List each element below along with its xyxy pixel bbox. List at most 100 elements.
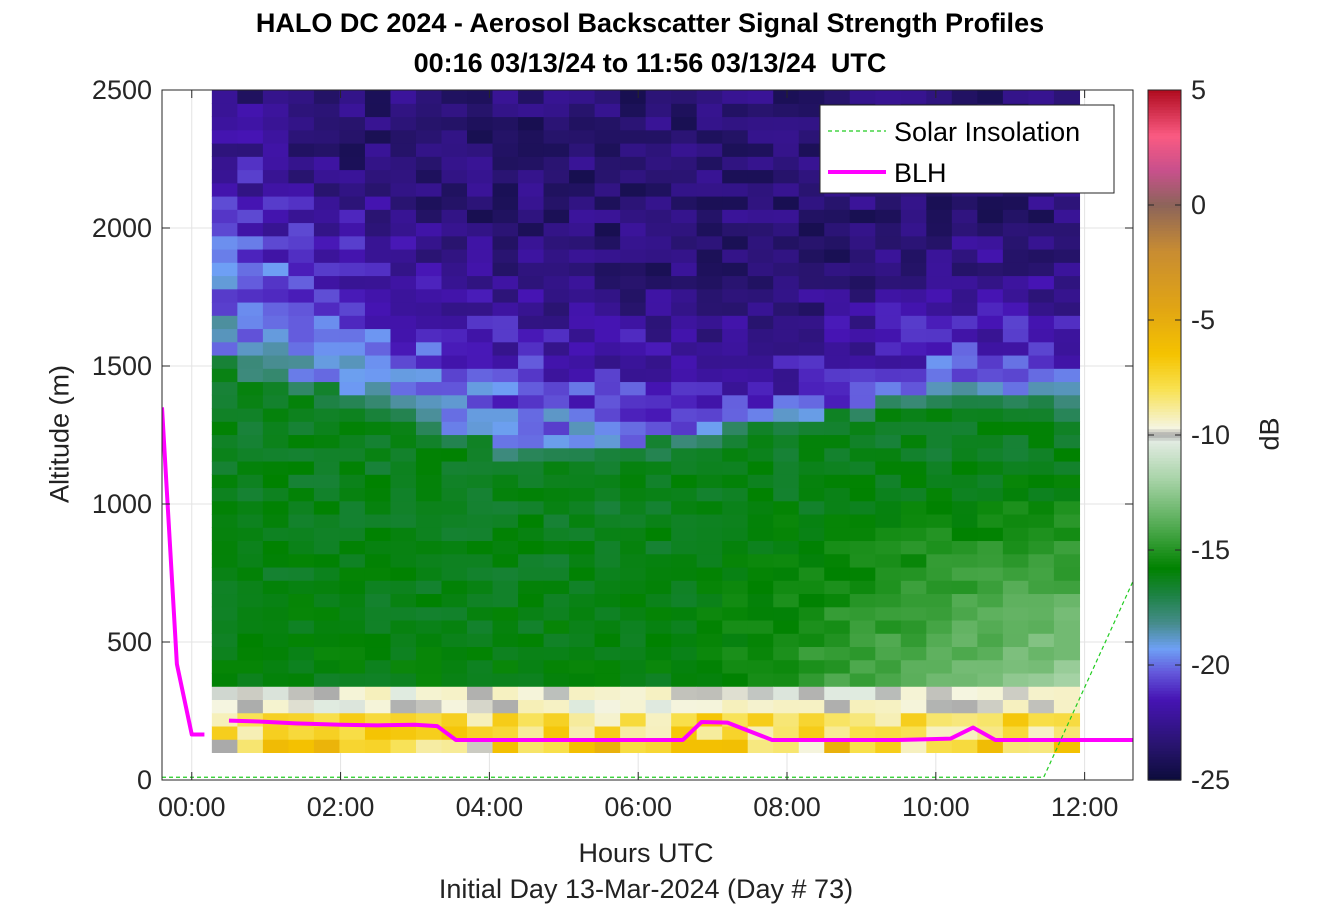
heatmap-cell <box>1028 288 1055 303</box>
heatmap-cell <box>875 474 902 489</box>
heatmap-cell <box>441 315 468 330</box>
heatmap-cell <box>696 672 723 687</box>
heatmap-cell <box>620 606 647 621</box>
heatmap-cell <box>288 235 315 250</box>
heatmap-cell <box>262 699 290 714</box>
heatmap-cell <box>262 235 290 250</box>
heatmap-cell <box>824 315 851 330</box>
colorbar-cell <box>1148 547 1181 551</box>
heatmap-cell <box>773 341 800 356</box>
heatmap-cell <box>849 354 876 369</box>
heatmap-cell <box>798 328 825 343</box>
colorbar-cell <box>1148 348 1181 353</box>
colorbar-tick-label: -15 <box>1191 535 1230 565</box>
colorbar-cell <box>1148 184 1181 189</box>
heatmap-cell <box>645 739 672 753</box>
heatmap-cell <box>671 235 698 250</box>
heatmap-cell <box>696 381 723 396</box>
heatmap-cell <box>798 474 825 489</box>
heatmap-cell <box>313 90 341 104</box>
heatmap-cell <box>773 619 800 634</box>
heatmap-cell <box>747 328 774 343</box>
colorbar-cell <box>1148 285 1181 290</box>
heatmap-cell <box>364 156 392 171</box>
heatmap-cell <box>390 421 417 436</box>
colorbar-cell <box>1148 121 1181 126</box>
heatmap-cell <box>926 619 953 634</box>
heatmap-cell <box>671 368 698 383</box>
x-tick-label: 12:00 <box>1051 792 1119 822</box>
x-axis-label: Hours UTC <box>578 838 714 868</box>
heatmap-cell <box>518 354 545 369</box>
colorbar-cell <box>1148 765 1181 770</box>
heatmap-cell <box>415 301 443 316</box>
heatmap-cell <box>977 646 1004 661</box>
colorbar-cell <box>1148 633 1181 637</box>
colorbar-cell <box>1148 624 1181 629</box>
heatmap-cell <box>849 646 876 661</box>
heatmap-cell <box>798 593 825 608</box>
heatmap-cell <box>798 633 825 648</box>
heatmap-cell <box>467 182 494 197</box>
heatmap-cell <box>1002 686 1029 701</box>
colorbar-cell <box>1148 690 1181 695</box>
colorbar-tick-label: 0 <box>1191 190 1206 220</box>
colorbar-cell <box>1148 478 1181 482</box>
colorbar-cell <box>1148 144 1181 149</box>
heatmap-cell <box>671 672 698 687</box>
heatmap-cell <box>696 222 723 237</box>
colorbar-cell <box>1148 196 1181 200</box>
heatmap-cell <box>543 368 570 383</box>
colorbar-cell <box>1148 328 1181 333</box>
heatmap-cell <box>211 275 238 290</box>
heatmap-cell <box>594 725 621 740</box>
heatmap-cell <box>237 633 264 648</box>
colorbar-cell <box>1148 305 1181 310</box>
heatmap-cell <box>798 341 825 356</box>
heatmap-cell <box>900 500 927 515</box>
heatmap-cell <box>773 699 800 714</box>
heatmap-cell <box>798 222 825 237</box>
heatmap-cell <box>900 540 927 555</box>
heatmap-cell <box>951 407 978 422</box>
heatmap-cell <box>1002 222 1029 237</box>
heatmap-cell <box>671 341 698 356</box>
heatmap-cell <box>211 195 238 210</box>
heatmap-cell <box>926 248 953 263</box>
heatmap-cell <box>390 686 417 701</box>
heatmap-cell <box>722 553 749 568</box>
heatmap-cell <box>441 619 468 634</box>
heatmap-cell <box>262 169 290 184</box>
heatmap-cell <box>798 301 825 316</box>
colorbar-cell <box>1148 558 1181 563</box>
heatmap-cell <box>900 527 927 542</box>
colorbar-cell <box>1148 141 1181 146</box>
heatmap-cell <box>977 500 1004 515</box>
heatmap-cell <box>875 447 902 462</box>
heatmap-cell <box>518 633 545 648</box>
colorbar-cell <box>1148 245 1181 249</box>
heatmap-cell <box>288 262 315 277</box>
colorbar-cell <box>1148 552 1181 557</box>
heatmap-cell <box>645 169 672 184</box>
heatmap-cell <box>594 421 621 436</box>
heatmap-cell <box>900 434 927 449</box>
heatmap-cell <box>1002 195 1029 210</box>
colorbar-cell <box>1148 435 1181 439</box>
heatmap-cell <box>900 619 927 634</box>
heatmap-cell <box>594 646 621 661</box>
colorbar-cell <box>1148 774 1181 778</box>
heatmap-cell <box>364 328 392 343</box>
heatmap-cell <box>237 434 264 449</box>
heatmap-cell <box>849 288 876 303</box>
heatmap-cell <box>798 739 825 753</box>
heatmap-cell <box>977 633 1004 648</box>
heatmap-cell <box>492 129 519 144</box>
heatmap-cell <box>594 275 621 290</box>
heatmap-cell <box>951 328 978 343</box>
heatmap-cell <box>1028 248 1055 263</box>
colorbar-cell <box>1148 757 1181 761</box>
heatmap-cell <box>773 209 800 224</box>
heatmap-cell <box>849 725 876 740</box>
colorbar-cell <box>1148 515 1181 520</box>
